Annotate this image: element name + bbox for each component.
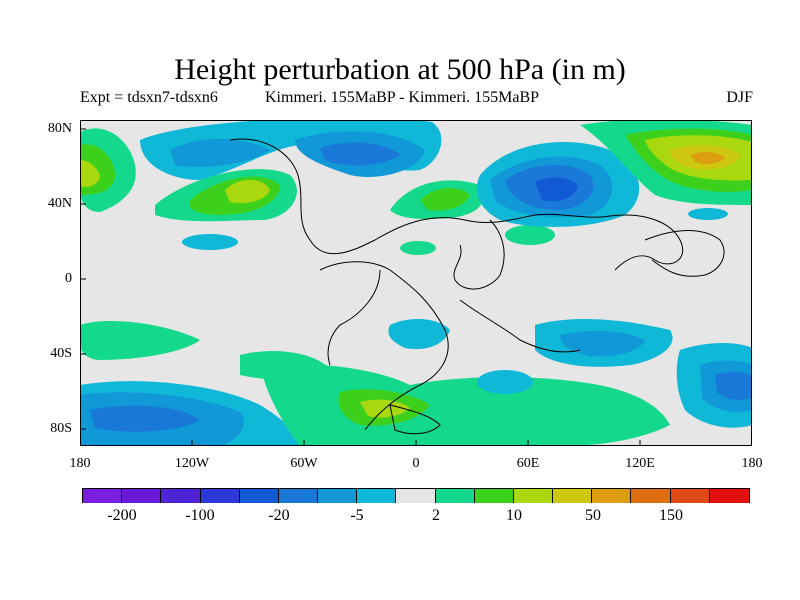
experiment-label: Expt = tdsxn7-tdsxn6 — [80, 89, 218, 106]
colorbar-label: -20 — [268, 507, 290, 524]
colorbar-swatch — [122, 489, 162, 503]
contour-midlat-pos-core — [225, 179, 270, 204]
contour-small-pos-1 — [400, 241, 436, 255]
landmass-south-outline — [389, 404, 441, 435]
lat-label-40s: 40S — [50, 346, 72, 361]
lon-label-0: 0 — [412, 456, 420, 471]
lat-label-80s: 80S — [50, 421, 72, 436]
contour-small-pos-2 — [505, 225, 555, 245]
season-label: DJF — [726, 89, 753, 106]
colorbar-label: 50 — [585, 507, 601, 524]
colorbar-swatch — [670, 489, 710, 503]
contour-sw-pos — [80, 320, 200, 360]
colorbar-label: 2 — [432, 507, 440, 524]
contour-small-neg-1 — [182, 234, 238, 250]
lon-label-60e: 60E — [516, 456, 540, 471]
contour-south-neg-west-dark — [90, 405, 200, 432]
colorbar-swatch — [318, 489, 358, 503]
colorbar-swatch — [513, 489, 554, 503]
height-perturbation-map — [80, 120, 752, 446]
colorbar-swatch — [396, 489, 436, 503]
lon-label-180e: 180 — [741, 456, 763, 471]
colorbar-swatch — [239, 489, 279, 503]
colorbar-swatch — [435, 489, 475, 503]
tick-marks — [80, 128, 641, 446]
contour-north-neg-west-inner — [170, 138, 270, 167]
map-title: Height perturbation at 500 hPa (in m) — [174, 53, 626, 86]
lon-label-120w: 120W — [174, 456, 210, 471]
colorbar-label: 10 — [506, 507, 522, 524]
lon-label-120e: 120E — [625, 456, 655, 471]
colorbar-swatch — [709, 489, 749, 503]
colorbar-swatch — [200, 489, 240, 503]
colorbar-swatch — [553, 489, 593, 503]
contour-north-neg-center-inner — [320, 142, 400, 166]
landmass-east-outline — [644, 230, 725, 277]
colorbar-swatch — [631, 489, 671, 503]
colorbar-swatch — [83, 489, 123, 503]
contour-europe-pos-inner — [420, 188, 470, 211]
colorbar-swatch — [474, 489, 514, 503]
colorbar-swatch — [592, 489, 632, 503]
colorbar-swatch — [161, 489, 201, 503]
colorbar-label: -200 — [107, 507, 137, 524]
landmass-gondwana-outline — [319, 261, 581, 431]
lon-label-60w: 60W — [290, 456, 318, 471]
contour-south-neg-center — [388, 318, 450, 350]
contour-nw-pos-core — [80, 160, 100, 188]
contour-small-neg-2 — [688, 208, 728, 220]
colorbar-label: -5 — [350, 507, 364, 524]
lat-label-40n: 40N — [47, 196, 72, 211]
colorbar-swatch — [357, 489, 397, 503]
contour-south-pos-band — [260, 363, 670, 446]
lon-label-180w: 180 — [69, 456, 91, 471]
colorbar-swatch — [278, 489, 319, 503]
contour-south-neg-small — [477, 370, 533, 394]
lat-label-80n: 80N — [47, 121, 72, 136]
colorbar-label: 150 — [659, 507, 683, 524]
colorbar-label: -100 — [185, 507, 215, 524]
continent-outlines — [229, 138, 725, 435]
contour-se-neg-dark — [715, 372, 752, 400]
contour-asia-neg-deep — [535, 177, 578, 202]
experiment-comparison-label: Kimmeri. 155MaBP - Kimmeri. 155MaBP — [265, 89, 540, 106]
contour-south-neg-east-mid — [560, 330, 645, 357]
landmass-laurasia-outline — [229, 138, 683, 290]
contour-ne-pos-orange — [690, 152, 725, 165]
lat-label-0: 0 — [65, 271, 72, 286]
